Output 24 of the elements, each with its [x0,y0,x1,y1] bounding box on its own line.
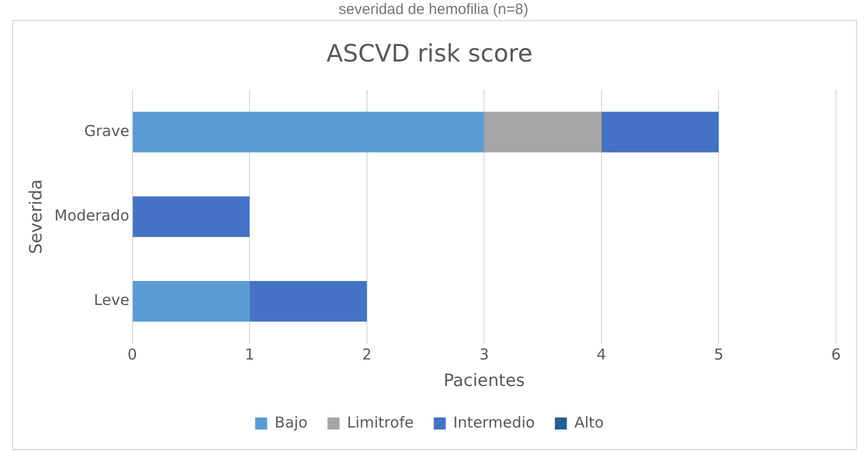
x-tick-label: 4 [596,345,606,364]
bar [132,112,484,152]
bar [132,280,250,322]
legend-label: Limitrofe [346,413,414,432]
x-tick-label: 0 [128,345,138,364]
bar [250,280,367,322]
x-tick-label: 5 [714,345,724,364]
x-tick-label: 1 [244,345,254,364]
y-tick-label: Moderado [54,206,130,225]
x-tick-label: 6 [831,345,841,364]
y-tick-label: Grave [84,122,130,140]
bar [601,112,719,152]
bar [132,196,250,238]
x-tick-label: 2 [362,345,372,364]
x-tick-label: 3 [479,345,489,364]
chart-title: ASCVD risk score [326,40,532,68]
legend-label: Intermedio [453,413,535,432]
legend-label: Bajo [274,413,308,432]
text: severidad de hemofilia (n=8) [338,0,530,20]
x-axis-title: Pacientes [444,371,525,392]
y-tick-label: Leve [94,291,130,310]
bar [484,112,602,152]
legend-label: Alto [574,413,604,432]
y-axis-title: Severida [26,179,47,254]
